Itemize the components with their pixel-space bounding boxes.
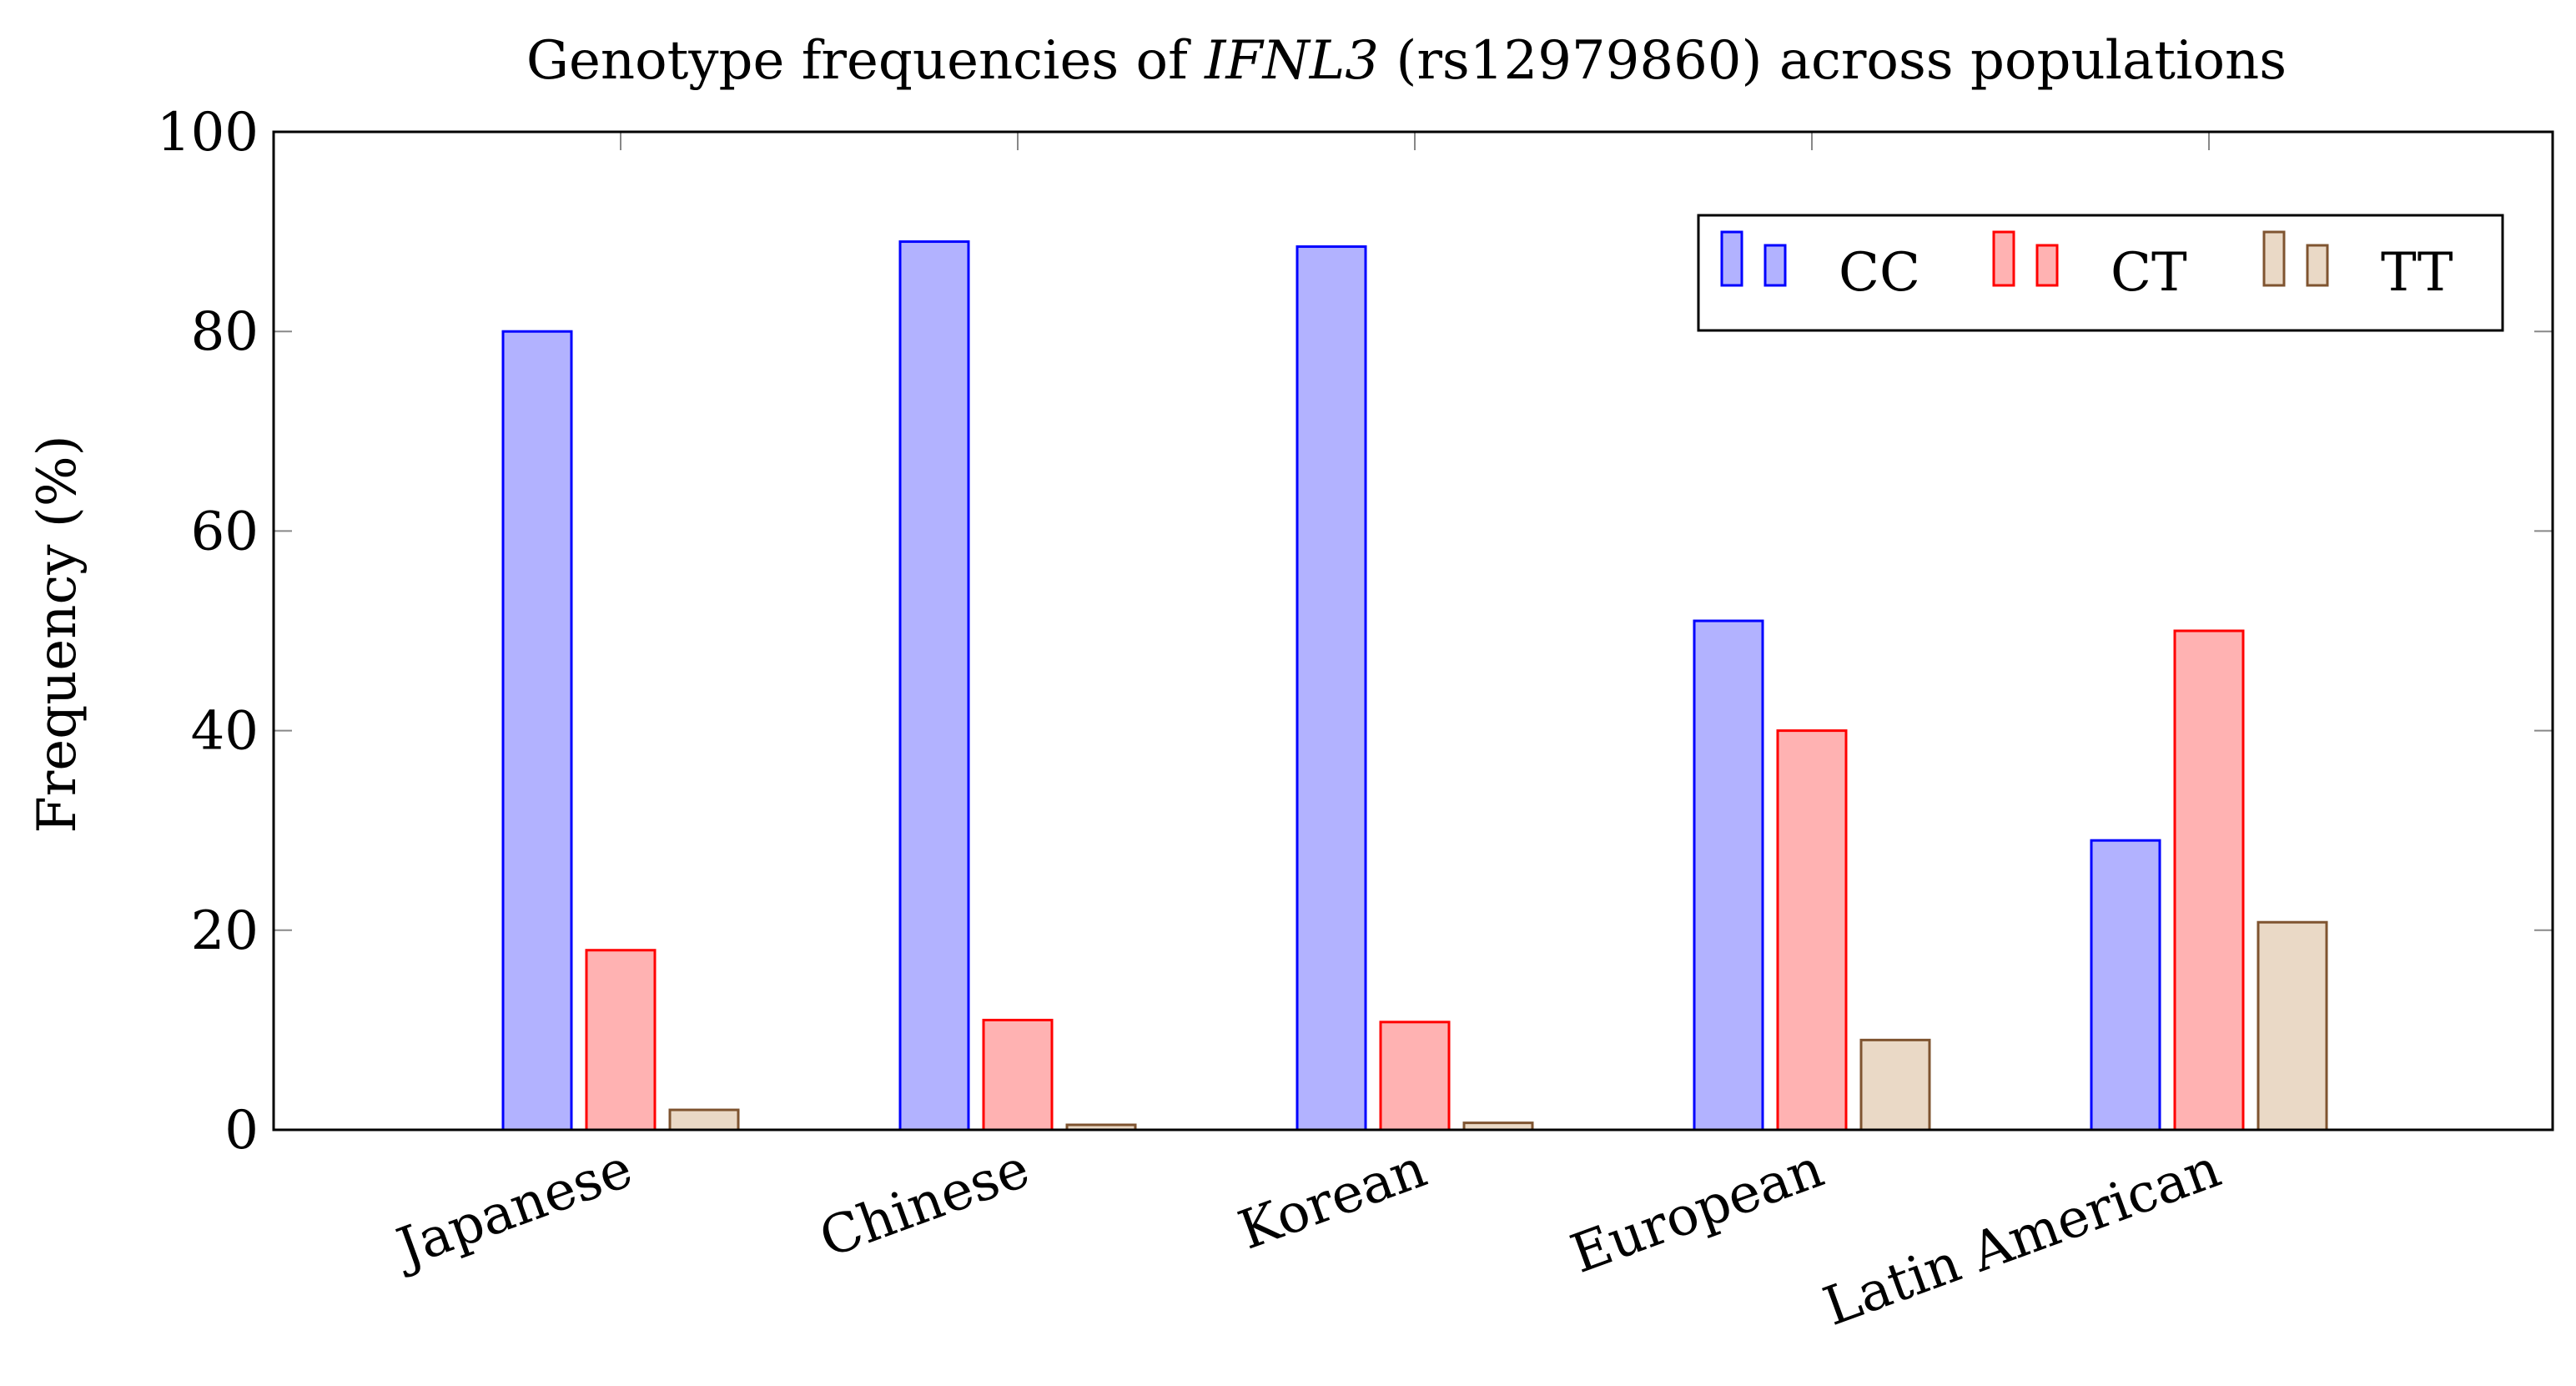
bar-tt-japanese xyxy=(668,1108,740,1131)
y-tick-label: 80 xyxy=(191,301,259,363)
legend: CC CT TT xyxy=(1697,214,2504,332)
bar-cc-korean xyxy=(1296,245,1367,1131)
bar-cc-chinese xyxy=(898,240,970,1131)
y-tick-label: 60 xyxy=(191,501,259,562)
y-tick-label: 20 xyxy=(191,900,259,962)
legend-label-ct: CT xyxy=(2111,242,2187,304)
bar-ct-european xyxy=(1776,729,1848,1131)
legend-label-cc: CC xyxy=(1839,242,1920,304)
x-tick-label: Korean xyxy=(1231,1137,1435,1262)
bar-tt-latin-american xyxy=(2257,920,2328,1131)
x-tick-label: European xyxy=(1563,1137,1832,1285)
bar-cc-latin-american xyxy=(2090,839,2161,1131)
y-tick-label: 0 xyxy=(224,1100,259,1162)
y-tick-label: 100 xyxy=(157,102,259,164)
x-tick-label: Chinese xyxy=(812,1137,1037,1270)
chart-title: Genotype frequencies of IFNL3 (rs1297986… xyxy=(526,30,2287,92)
legend-swatch-tt-small xyxy=(2306,244,2329,287)
bar-ct-chinese xyxy=(982,1018,1054,1131)
bar-cc-european xyxy=(1693,619,1764,1131)
x-tick-label: Japanese xyxy=(385,1137,640,1281)
bar-ct-latin-american xyxy=(2173,629,2245,1131)
bar-ct-japanese xyxy=(585,949,657,1131)
chart-title-prefix: Genotype frequencies of xyxy=(526,30,1205,92)
y-tick-label: 40 xyxy=(191,701,259,763)
bar-cc-japanese xyxy=(501,330,573,1131)
bar-ct-korean xyxy=(1379,1021,1451,1131)
x-tick-label: Latin American xyxy=(1816,1137,2229,1338)
legend-swatch-tt xyxy=(2262,230,2286,287)
legend-swatch-cc xyxy=(1720,230,1743,287)
y-axis-label: Frequency (%) xyxy=(27,435,88,833)
plot-frame xyxy=(272,130,2554,1131)
legend-swatch-ct-small xyxy=(2035,244,2059,287)
legend-swatch-cc-small xyxy=(1763,244,1787,287)
bar-tt-european xyxy=(1859,1038,1931,1131)
chart-title-gene: IFNL3 xyxy=(1204,30,1379,92)
legend-label-tt: TT xyxy=(2381,242,2453,304)
legend-swatch-ct xyxy=(1992,230,2015,287)
legend-box xyxy=(1697,214,2504,332)
chart-title-suffix: (rs12979860) across populations xyxy=(1379,30,2287,92)
